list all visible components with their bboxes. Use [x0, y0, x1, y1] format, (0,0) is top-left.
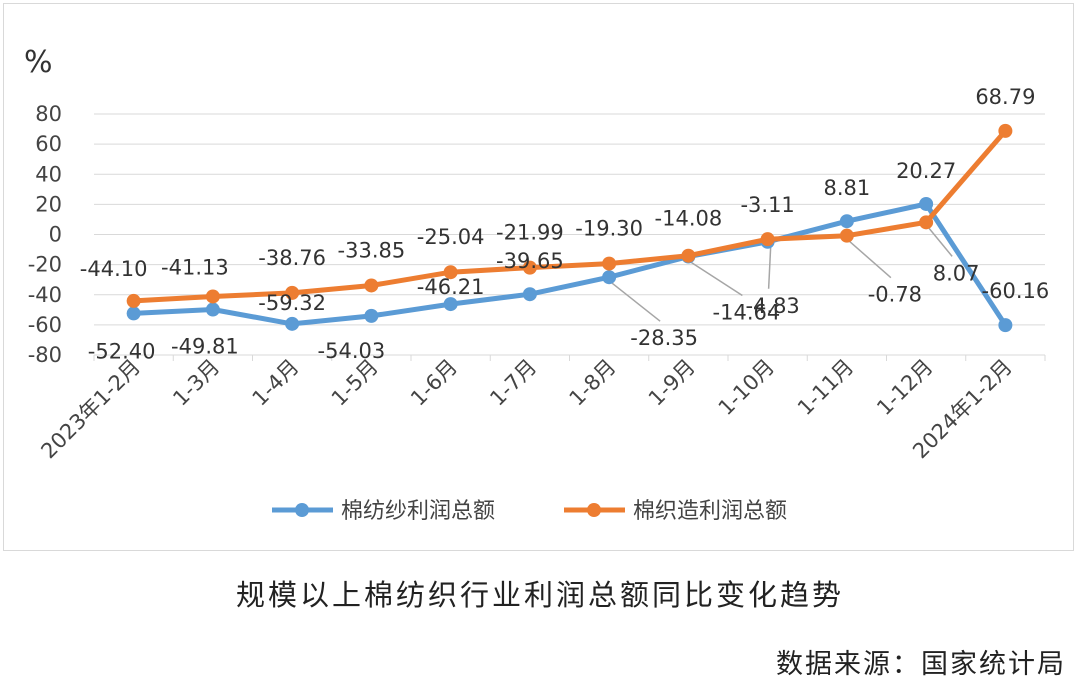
data-label: -25.04 — [417, 225, 485, 249]
label-leader-line — [849, 241, 892, 279]
data-label: -14.64 — [713, 301, 781, 325]
data-label: -19.30 — [575, 217, 643, 241]
data-label: -54.03 — [318, 339, 386, 363]
y-tick-label: 60 — [35, 132, 62, 156]
data-label: 68.79 — [975, 85, 1035, 109]
line-chart: % 80 60 40 20 0 -20 -40 -60 -80 2023年1-2月 1-3月 1-4… — [24, 45, 1049, 524]
y-tick-label: 0 — [49, 223, 62, 247]
data-label: -52.40 — [88, 339, 156, 363]
data-label: -60.16 — [982, 279, 1050, 303]
data-label: -38.76 — [258, 246, 326, 270]
data-label: 8.81 — [823, 176, 870, 200]
x-tick-label: 1-10月 — [714, 355, 780, 421]
data-point — [602, 256, 617, 271]
data-point — [602, 270, 617, 285]
data-point — [998, 318, 1013, 333]
data-point — [839, 214, 854, 229]
data-label: -14.08 — [655, 207, 723, 231]
data-point — [443, 297, 458, 312]
y-axis-ticks: 80 60 40 20 0 -20 -40 -60 -80 — [28, 102, 62, 367]
data-label: -44.10 — [80, 257, 148, 281]
x-tick-label: 1-7月 — [485, 355, 541, 411]
y-tick-label: -40 — [28, 283, 62, 307]
data-point — [522, 260, 537, 275]
legend-label-cotton-weaving: 棉织造利润总额 — [633, 499, 787, 524]
y-tick-label: -60 — [28, 313, 62, 337]
series-line — [131, 201, 1008, 328]
data-label: 20.27 — [896, 159, 956, 183]
data-point — [126, 306, 141, 321]
data-label: -28.35 — [630, 326, 698, 350]
y-axis-unit-label: % — [24, 45, 53, 80]
x-tick-label: 1-9月 — [644, 355, 700, 411]
y-tick-label: 40 — [35, 162, 62, 186]
data-point — [443, 265, 458, 280]
data-label: 8.07 — [933, 261, 980, 285]
data-label: -49.81 — [171, 335, 239, 359]
data-point — [522, 287, 537, 302]
data-label: -3.11 — [740, 193, 794, 217]
label-leader-line — [611, 282, 661, 322]
x-tick-label: 1-11月 — [793, 355, 859, 421]
label-leader-line — [767, 247, 772, 289]
data-point — [205, 289, 220, 304]
data-point — [285, 316, 300, 331]
data-point — [681, 248, 696, 263]
x-tick-label: 1-4月 — [248, 355, 304, 411]
legend: 棉纺纱利润总额 棉织造利润总额 — [272, 499, 787, 524]
label-connectors — [611, 227, 953, 322]
label-leader-line — [690, 261, 743, 297]
legend-label-cotton-yarn: 棉纺纱利润总额 — [341, 499, 495, 524]
y-tick-label: -80 — [28, 343, 62, 367]
data-source: 数据来源：国家统计局 — [776, 649, 1066, 680]
x-tick-label: 1-5月 — [327, 355, 383, 411]
data-point — [364, 278, 379, 293]
data-point — [364, 308, 379, 323]
chart-frame — [3, 3, 1074, 551]
y-tick-label: -20 — [28, 253, 62, 277]
y-tick-label: 20 — [35, 192, 62, 216]
series-layer — [126, 123, 1013, 333]
data-label: -21.99 — [496, 221, 564, 245]
data-label: -4.83 — [745, 294, 799, 318]
data-point — [126, 293, 141, 308]
legend-item-cotton-yarn: 棉纺纱利润总额 — [272, 499, 495, 524]
x-tick-label: 1-6月 — [406, 355, 462, 411]
x-tick-label: 1-8月 — [565, 355, 621, 411]
data-label: -59.32 — [258, 291, 326, 315]
data-point — [919, 196, 934, 211]
legend-marker-cotton-weaving — [587, 503, 601, 517]
data-point — [205, 302, 220, 317]
data-label: -0.78 — [868, 283, 922, 307]
x-tick-label: 2023年1-2月 — [36, 355, 145, 464]
data-label: -46.21 — [417, 275, 485, 299]
data-labels: -52.40 -49.81 -59.32 -54.03 -46.21 -39.65 -28.… — [80, 85, 1049, 364]
chart-caption: 规模以上棉纺织行业利润总额同比变化趋势 — [235, 578, 844, 612]
data-point — [839, 228, 854, 243]
data-point — [760, 232, 775, 247]
x-tick-label: 1-12月 — [872, 355, 938, 421]
data-point — [285, 285, 300, 300]
label-leader-line — [928, 227, 953, 257]
data-label: -39.65 — [496, 249, 564, 273]
legend-marker-cotton-yarn — [295, 503, 309, 517]
data-point — [998, 123, 1013, 138]
data-label: -41.13 — [161, 255, 229, 279]
data-label: -33.85 — [338, 238, 406, 262]
y-tick-label: 80 — [35, 102, 62, 126]
x-axis-ticks: 2023年1-2月 1-3月 1-4月 1-5月 1-6月 1-7月 1-8月 1-9月 1-1… — [36, 355, 1016, 464]
series-line — [131, 128, 1008, 304]
gridlines — [93, 113, 1046, 361]
x-tick-label: 1-3月 — [168, 355, 224, 411]
data-point — [919, 215, 934, 230]
legend-item-cotton-weaving: 棉织造利润总额 — [564, 499, 787, 524]
